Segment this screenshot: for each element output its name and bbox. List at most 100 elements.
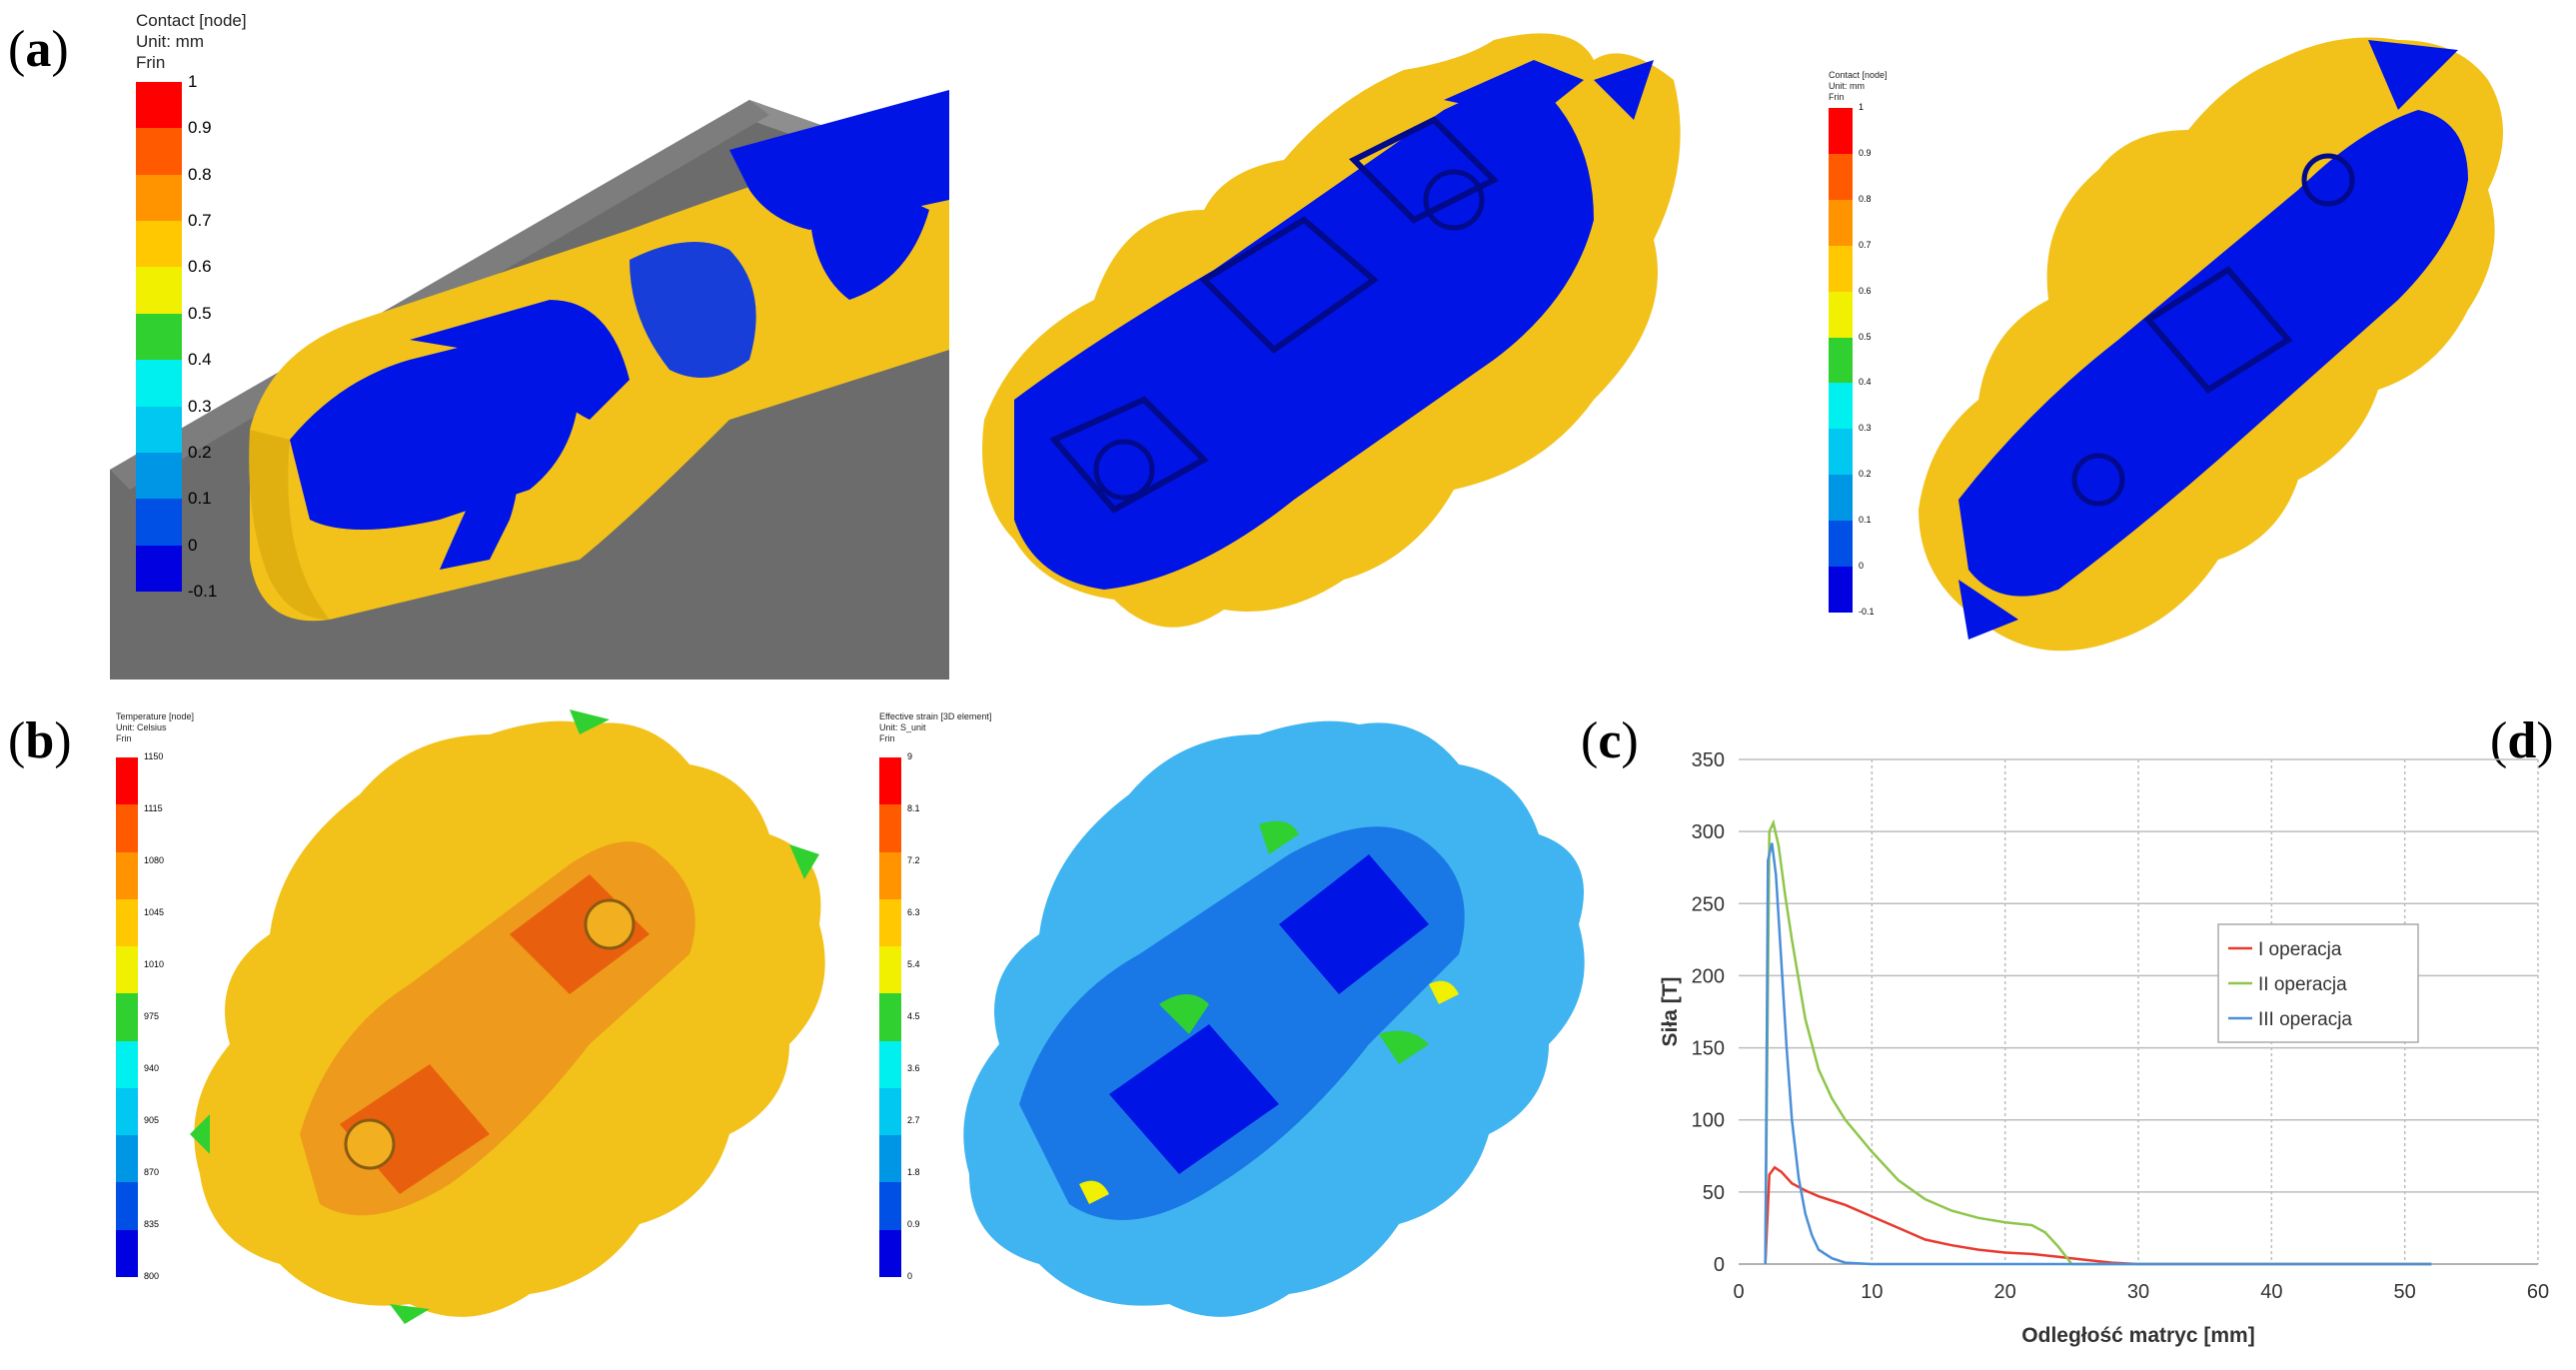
color-scale-bar [879, 757, 901, 1277]
legend-tick-label: 0.9 [188, 118, 212, 138]
legend-tick-label: 2.7 [907, 1115, 920, 1125]
legend-tick-label: 0.1 [188, 489, 212, 509]
contact-top-view-2 [1919, 37, 2503, 652]
legend-tick-label: 0.5 [188, 303, 212, 323]
legend-tick-label: 5.4 [907, 959, 920, 969]
legend-tick-label: 0 [1859, 561, 1865, 572]
legend-header-line: Contact [node] [136, 11, 247, 30]
color-scale-segment [116, 1040, 138, 1088]
color-scale-segment [1829, 153, 1853, 200]
legend-tick-label: 4.5 [907, 1011, 920, 1021]
chart-svg: 0 50 100 150 200 250 300 350 0 10 20 30 40 50 60 Odległ… [1659, 749, 2549, 1347]
color-scale-segment [116, 851, 138, 899]
legend-tick-label: 0.2 [1859, 469, 1872, 480]
color-scale-segment [116, 1087, 138, 1136]
y-tick-label: 0 [1714, 1254, 1725, 1276]
legend-tick-label: 8.1 [907, 803, 920, 813]
y-tick-label: 100 [1692, 1110, 1725, 1132]
color-scale-segment [136, 360, 182, 407]
legend-header-line: Effective strain [3D element] [879, 711, 992, 721]
color-scale-bar [116, 757, 138, 1277]
temperature-view [190, 709, 825, 1324]
color-scale-segment [879, 757, 901, 805]
color-scale-segment [879, 993, 901, 1041]
color-scale-segment [136, 221, 182, 268]
legend-header-line: Frin [116, 733, 132, 743]
series-line [1764, 818, 2432, 1266]
legend-tick-label: 0.7 [188, 211, 212, 231]
legend-tick-label: 835 [144, 1219, 160, 1229]
color-scale-segment [1829, 245, 1853, 292]
legend-tick-label: 0.1 [1859, 515, 1872, 526]
legend-header-line: Temperature [node] [116, 711, 195, 721]
color-scale-segment [136, 452, 182, 500]
color-scale-segment [1829, 383, 1853, 430]
color-scale-segment [879, 946, 901, 994]
contact-top-view-1 [982, 33, 1681, 628]
legend-tick-label: 0.9 [1859, 147, 1872, 158]
color-scale-segment [116, 993, 138, 1041]
color-scale-segment [1829, 567, 1853, 613]
legend-tick-label: 0 [907, 1271, 913, 1281]
color-scale-segment [1829, 337, 1853, 384]
legend-tick-label: -0.1 [188, 582, 218, 601]
legend-entry: III operacja [2258, 1009, 2352, 1030]
color-scale-segment [879, 1135, 901, 1183]
color-scale-segment [1829, 291, 1853, 338]
x-tick-label: 0 [1733, 1281, 1744, 1303]
color-scale-segment [1829, 108, 1853, 154]
legend-tick-label: 940 [144, 1063, 160, 1073]
color-scale-segment [1829, 475, 1853, 522]
color-scale-segment [136, 313, 182, 361]
color-scale-segment [879, 898, 901, 947]
force-distance-chart: 0 50 100 150 200 250 300 350 0 10 20 30 40 50 60 Odległ… [1629, 739, 2576, 1365]
legend-header-line: Unit: mm [136, 32, 204, 51]
x-tick-label: 10 [1861, 1281, 1883, 1303]
legend-header-line: Unit: mm [1829, 81, 1865, 91]
legend-header-line: Frin [1829, 92, 1845, 102]
legend-tick-label: 9 [907, 751, 913, 761]
legend-tick-label: 1115 [144, 803, 163, 813]
color-scale-segment [116, 898, 138, 947]
legend-tick-label: 1010 [144, 959, 165, 969]
color-scale-segment [136, 545, 182, 592]
legend-tick-label: -0.1 [1859, 607, 1875, 617]
legend-tick-label: 0.9 [907, 1219, 920, 1229]
legend-tick-label: 3.6 [907, 1063, 920, 1073]
color-scale-segment [136, 499, 182, 546]
y-axis-label: Siła [T] [1659, 976, 1682, 1046]
color-scale-segment [879, 1087, 901, 1136]
legend-contact-large: Contact [node] Unit: mm Frin [136, 10, 247, 73]
legend-tick-label: 0 [188, 535, 198, 555]
contact-3d-view [110, 0, 949, 680]
color-scale-segment [879, 1182, 901, 1230]
y-tick-label: 300 [1692, 821, 1725, 843]
y-tick-label: 50 [1703, 1182, 1725, 1204]
series-line [1764, 1165, 2432, 1266]
color-scale-segment [136, 174, 182, 222]
effective-strain-view [963, 720, 1585, 1317]
legend-tick-label: 1 [1859, 102, 1865, 112]
legend-temperature: Temperature [node] Unit: Celsius Frin [116, 711, 194, 744]
legend-tick-label: 7.2 [907, 855, 920, 865]
color-scale-segment [116, 1229, 138, 1277]
color-scale-segment [1829, 521, 1853, 568]
legend-tick-label: 0.6 [1859, 285, 1872, 296]
legend-tick-label: 6.3 [907, 907, 920, 917]
color-scale-bar [1829, 108, 1853, 613]
color-scale-segment [116, 1135, 138, 1183]
legend-entry: I operacja [2258, 939, 2342, 960]
color-scale-segment [136, 406, 182, 453]
x-tick-label: 40 [2260, 1281, 2282, 1303]
legend-tick-label: 870 [144, 1167, 160, 1177]
x-tick-label: 30 [2127, 1281, 2149, 1303]
y-tick-label: 250 [1692, 893, 1725, 915]
panel-label-b: (b) [8, 712, 72, 769]
color-scale-segment [879, 1229, 901, 1277]
legend-tick-label: 0.4 [188, 350, 212, 370]
legend-tick-label: 0.8 [1859, 193, 1872, 204]
legend-tick-label: 800 [144, 1271, 160, 1281]
series-line [1764, 842, 2432, 1266]
color-scale-segment [136, 82, 182, 129]
legend-header-line: Unit: Celsius [116, 722, 167, 732]
